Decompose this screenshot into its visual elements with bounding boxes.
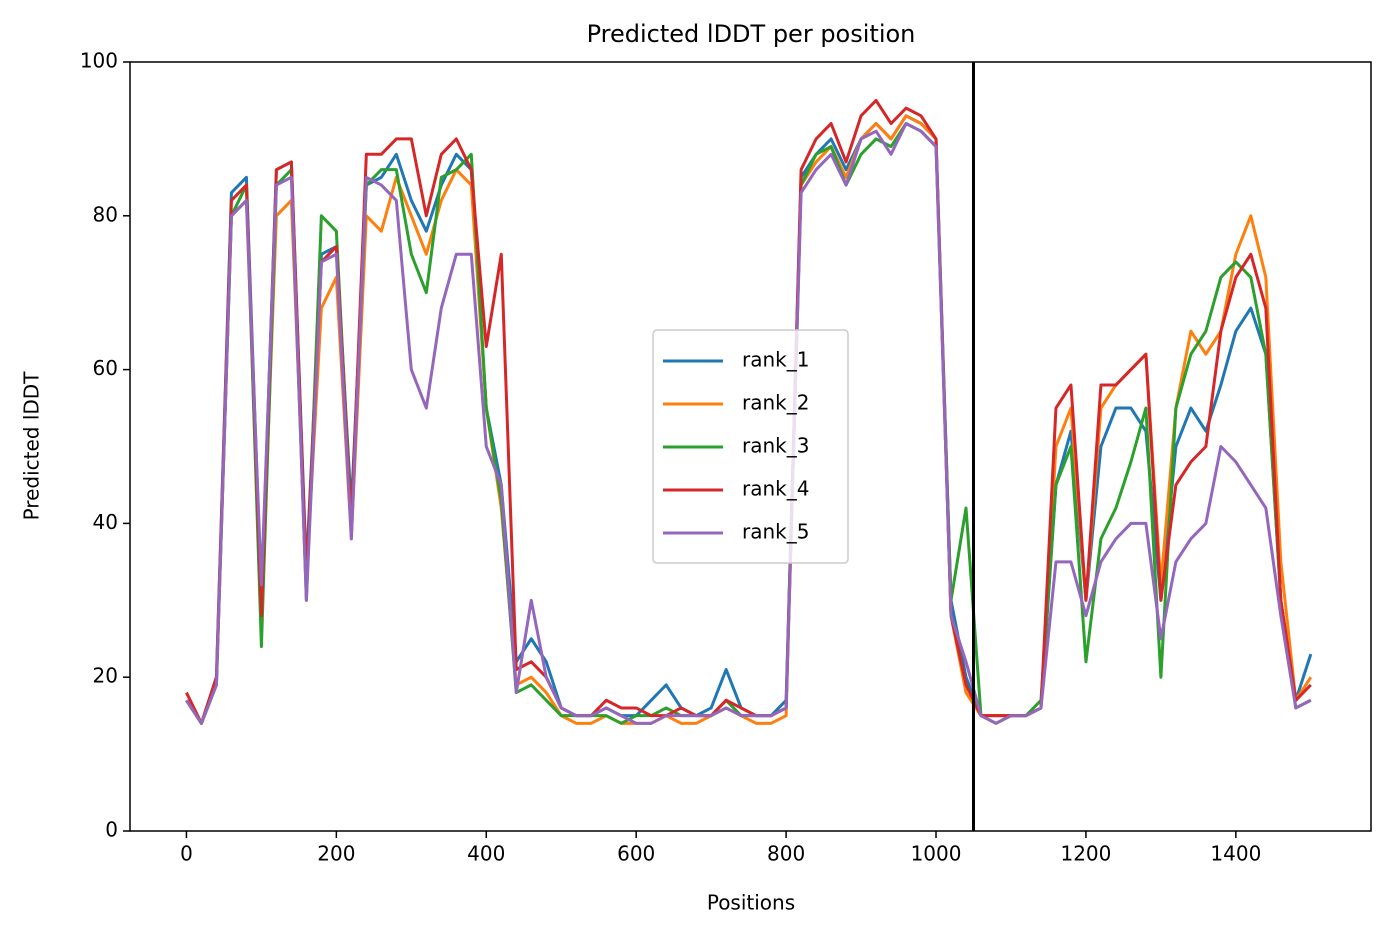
x-tick-label: 0 (180, 842, 193, 866)
x-tick-label: 600 (617, 842, 655, 866)
x-tick-label: 1000 (911, 842, 962, 866)
legend: rank_1 rank_2 rank_3 rank_4 rank_5 (652, 329, 849, 564)
x-axis-label: Positions (707, 891, 795, 915)
x-tick-label: 1400 (1210, 842, 1261, 866)
y-axis-label: Predicted lDDT (20, 371, 44, 521)
y-tick-label: 100 (80, 49, 118, 73)
x-tick-label: 1200 (1060, 842, 1111, 866)
y-tick-label: 20 (93, 664, 118, 688)
legend-label: rank_4 (742, 477, 809, 501)
legend-label: rank_5 (742, 520, 809, 544)
legend-box (652, 329, 849, 564)
series-line (185, 122, 1312, 725)
chart-title: Predicted lDDT per position (587, 20, 916, 48)
x-tick-label: 800 (767, 842, 805, 866)
legend-label: rank_1 (742, 348, 809, 372)
legend-label: rank_3 (742, 434, 809, 458)
y-tick-label: 60 (93, 356, 118, 380)
y-tick-label: 0 (105, 818, 118, 842)
y-tick-label: 80 (93, 202, 118, 226)
plot-frame (129, 61, 1372, 832)
x-tick-label: 200 (317, 842, 355, 866)
series-line (185, 98, 1312, 725)
x-tick-label: 400 (467, 842, 505, 866)
y-tick-label: 40 (93, 510, 118, 534)
legend-label: rank_2 (742, 391, 809, 415)
